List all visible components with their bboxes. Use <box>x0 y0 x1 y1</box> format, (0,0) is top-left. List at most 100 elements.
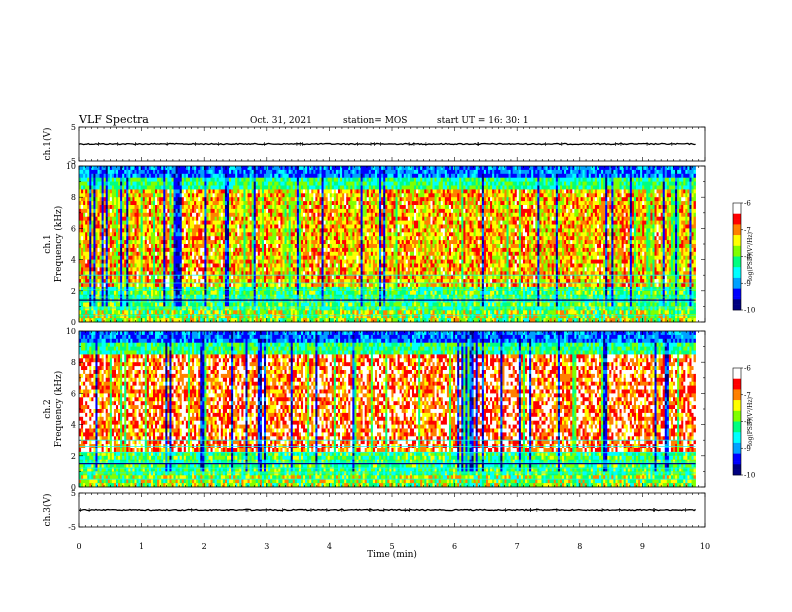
spectrogram-cell <box>272 201 275 206</box>
spectrogram-cell <box>134 173 137 178</box>
spectrogram-cell <box>89 228 92 233</box>
spectrogram-cell <box>305 197 308 202</box>
spectrogram-cell <box>200 216 203 221</box>
spectrogram-cell <box>251 220 255 225</box>
spectrogram-cell <box>109 189 113 194</box>
spectrogram-cell <box>220 224 224 229</box>
spectrogram-cell <box>216 240 220 245</box>
spectrogram-cell <box>300 318 304 323</box>
spectrogram-cell <box>200 271 203 276</box>
spectrogram-cell <box>144 166 148 171</box>
spectrogram-cell <box>183 306 187 311</box>
spectrogram-cell <box>222 263 226 268</box>
spectrogram-cell <box>126 251 129 256</box>
spectrogram-cell <box>294 189 298 194</box>
spectrogram-cell <box>122 169 125 175</box>
spectrogram-cell <box>103 306 107 311</box>
spectrogram-cell <box>212 259 215 264</box>
spectrogram-cell <box>274 318 277 323</box>
spectrogram-cell <box>101 224 104 229</box>
spectrogram-cell <box>120 216 123 221</box>
spectrogram-cell <box>91 169 94 175</box>
spectrogram-cell <box>233 232 236 237</box>
spectrogram-cell <box>270 263 273 268</box>
spectrogram-cell <box>266 255 269 260</box>
spectrogram-cell <box>152 306 156 311</box>
spectrogram-cell <box>196 224 199 229</box>
spectrogram-cell <box>237 318 240 323</box>
spectrogram-cell <box>298 263 302 268</box>
spectrogram-cell <box>116 259 119 264</box>
spectrogram-cell <box>103 228 107 233</box>
spectrogram-cell <box>173 244 176 249</box>
spectrogram-cell <box>241 197 244 202</box>
spectrogram-cell <box>321 263 324 268</box>
spectrogram-cell <box>142 197 146 202</box>
spectrogram-cell <box>266 314 269 319</box>
spectrogram-cell <box>307 314 310 319</box>
spectrogram-cell <box>148 169 152 175</box>
spectrogram-cell <box>85 205 88 210</box>
spectrogram-cell <box>132 255 135 260</box>
spectrogram-cell <box>161 263 164 268</box>
spectrogram-cell <box>173 193 176 198</box>
spectrogram-cell <box>241 310 244 315</box>
spectrogram-cell <box>130 255 133 260</box>
spectrogram-cell <box>124 259 127 264</box>
spectrogram-cell <box>105 197 109 202</box>
spectrogram-cell <box>130 228 133 233</box>
spectrogram-cell <box>95 212 98 217</box>
spectrogram-cell <box>124 290 127 295</box>
spectrogram-cell <box>249 314 252 319</box>
spectrogram-cell <box>163 279 166 284</box>
spectrogram-cell <box>132 314 135 319</box>
spectrogram-cell <box>305 267 308 272</box>
spectrogram-cell <box>189 318 193 323</box>
spectrogram-cell <box>181 232 185 237</box>
spectrogram-cell <box>81 279 84 284</box>
spectrogram-cell <box>208 306 211 311</box>
spectrogram-cell <box>247 189 250 194</box>
spectrogram-cell <box>222 216 226 221</box>
spectrogram-cell <box>181 197 185 202</box>
spectrogram-cell <box>132 216 135 221</box>
spectrogram-cell <box>185 208 189 214</box>
spectrogram-cell <box>89 247 92 253</box>
spectrogram-cell <box>93 205 96 210</box>
spectrogram-cell <box>85 290 88 295</box>
spectrogram-cell <box>280 318 283 323</box>
spectrogram-cell <box>122 232 125 237</box>
spectrogram-cell <box>126 275 129 280</box>
spectrogram-cell <box>263 201 267 206</box>
spectrogram-cell <box>163 240 166 245</box>
spectrogram-cell <box>198 189 201 194</box>
spectrogram-cell <box>175 216 178 221</box>
spectrogram-cell <box>171 275 174 280</box>
spectrogram-cell <box>140 212 144 217</box>
spectrogram-cell <box>124 263 127 268</box>
spectrogram-cell <box>237 173 240 178</box>
spectrogram-cell <box>257 193 261 198</box>
spectrogram-cell <box>272 169 275 175</box>
spectrogram-cell <box>319 169 322 175</box>
spectrogram-cell <box>192 290 195 295</box>
spectrogram-cell <box>319 302 322 307</box>
spectrogram-cell <box>107 166 111 171</box>
spectrogram-cell <box>204 205 207 210</box>
spectrogram-cell <box>157 275 160 280</box>
spectrogram-cell <box>243 169 246 175</box>
spectrogram-cell <box>210 201 213 206</box>
spectrogram-cell <box>173 318 176 323</box>
spectrogram-cell <box>159 220 162 225</box>
spectrogram-cell <box>171 290 174 295</box>
spectrogram-cell <box>198 232 201 237</box>
spectrogram-cell <box>319 251 322 256</box>
spectrogram-cell <box>128 283 131 288</box>
spectrogram-cell <box>214 251 218 256</box>
spectrogram-cell <box>175 236 178 241</box>
spectrogram-cell <box>294 193 298 198</box>
spectrogram-cell <box>290 166 294 171</box>
spectrogram-cell <box>177 166 181 171</box>
spectrogram-cell <box>243 220 246 225</box>
spectrogram-cell <box>152 267 156 272</box>
